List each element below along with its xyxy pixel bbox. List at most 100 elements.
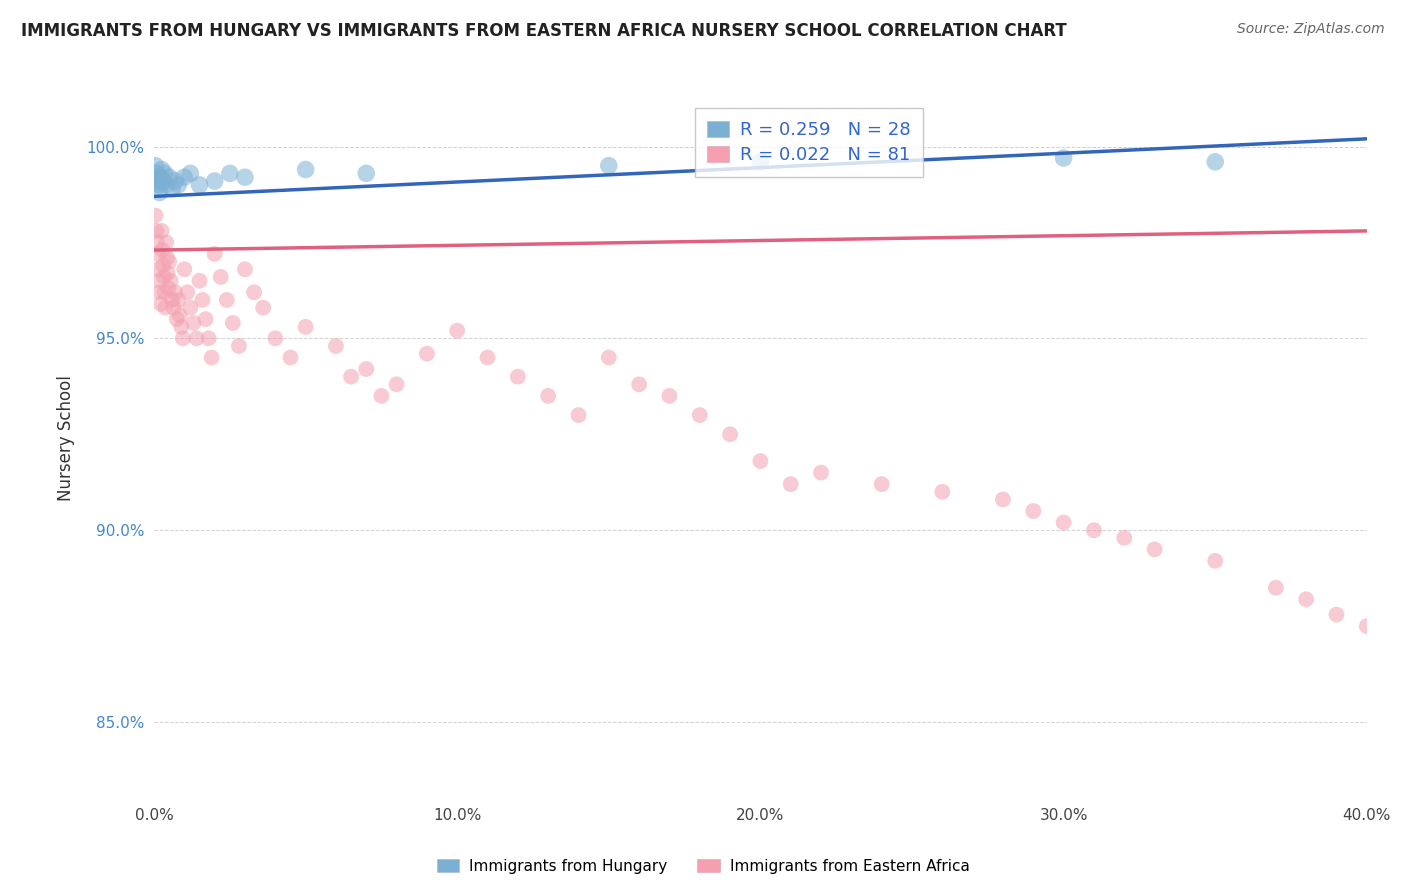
Point	[991, 492, 1014, 507]
Point	[157, 281, 180, 295]
Text: IMMIGRANTS FROM HUNGARY VS IMMIGRANTS FROM EASTERN AFRICA NURSERY SCHOOL CORRELA: IMMIGRANTS FROM HUNGARY VS IMMIGRANTS FR…	[21, 22, 1067, 40]
Point	[153, 285, 176, 300]
Point	[149, 297, 172, 311]
Point	[148, 274, 170, 288]
Point	[749, 154, 772, 169]
Point	[477, 351, 499, 365]
Point	[191, 293, 214, 307]
Point	[294, 162, 316, 177]
Point	[1355, 619, 1378, 633]
Point	[152, 243, 174, 257]
Point	[567, 408, 589, 422]
Point	[146, 247, 169, 261]
Point	[1052, 151, 1074, 165]
Point	[152, 259, 174, 273]
Point	[176, 285, 198, 300]
Point	[810, 466, 832, 480]
Point	[150, 162, 173, 177]
Point	[294, 319, 316, 334]
Point	[146, 235, 169, 250]
Point	[149, 178, 172, 192]
Point	[148, 186, 170, 200]
Point	[188, 274, 211, 288]
Point	[173, 170, 195, 185]
Point	[215, 293, 238, 307]
Point	[340, 369, 363, 384]
Point	[243, 285, 266, 300]
Point	[252, 301, 274, 315]
Point	[354, 362, 377, 376]
Point	[157, 254, 180, 268]
Point	[931, 484, 953, 499]
Point	[689, 408, 711, 422]
Point	[1204, 554, 1226, 568]
Point	[506, 369, 529, 384]
Point	[149, 170, 172, 185]
Legend: Immigrants from Hungary, Immigrants from Eastern Africa: Immigrants from Hungary, Immigrants from…	[430, 853, 976, 880]
Point	[165, 174, 187, 188]
Point	[779, 477, 801, 491]
Point	[197, 331, 219, 345]
Point	[170, 319, 193, 334]
Point	[148, 262, 170, 277]
Point	[152, 174, 174, 188]
Point	[163, 301, 186, 315]
Point	[209, 269, 232, 284]
Point	[157, 170, 180, 185]
Point	[169, 308, 191, 322]
Point	[145, 170, 167, 185]
Point	[1204, 154, 1226, 169]
Point	[1326, 607, 1348, 622]
Point	[159, 274, 181, 288]
Point	[598, 159, 620, 173]
Point	[179, 301, 201, 315]
Point	[537, 389, 560, 403]
Point	[194, 312, 217, 326]
Point	[167, 178, 190, 192]
Point	[150, 224, 173, 238]
Point	[145, 159, 167, 173]
Point	[160, 293, 183, 307]
Point	[186, 331, 208, 345]
Point	[155, 178, 177, 192]
Point	[233, 262, 256, 277]
Point	[1083, 523, 1105, 537]
Point	[228, 339, 250, 353]
Point	[153, 166, 176, 180]
Point	[188, 178, 211, 192]
Text: Source: ZipAtlas.com: Source: ZipAtlas.com	[1237, 22, 1385, 37]
Point	[1114, 531, 1136, 545]
Point	[149, 285, 172, 300]
Point	[155, 301, 177, 315]
Point	[233, 170, 256, 185]
Point	[1295, 592, 1317, 607]
Point	[179, 166, 201, 180]
Point	[264, 331, 287, 345]
Point	[749, 454, 772, 468]
Point	[183, 316, 205, 330]
Point	[628, 377, 651, 392]
Point	[146, 166, 169, 180]
Point	[145, 209, 167, 223]
Point	[165, 285, 187, 300]
Point	[201, 351, 224, 365]
Legend: R = 0.259   N = 28, R = 0.022   N = 81: R = 0.259 N = 28, R = 0.022 N = 81	[695, 108, 924, 178]
Point	[354, 166, 377, 180]
Point	[1052, 516, 1074, 530]
Point	[167, 293, 190, 307]
Point	[204, 174, 226, 188]
Point	[145, 224, 167, 238]
Point	[718, 427, 741, 442]
Point	[416, 347, 439, 361]
Point	[155, 235, 177, 250]
Point	[280, 351, 302, 365]
Point	[172, 331, 194, 345]
Y-axis label: Nursery School: Nursery School	[58, 376, 75, 501]
Point	[385, 377, 408, 392]
Point	[1022, 504, 1045, 518]
Point	[370, 389, 392, 403]
Point	[148, 174, 170, 188]
Point	[156, 266, 179, 280]
Point	[218, 166, 240, 180]
Point	[153, 269, 176, 284]
